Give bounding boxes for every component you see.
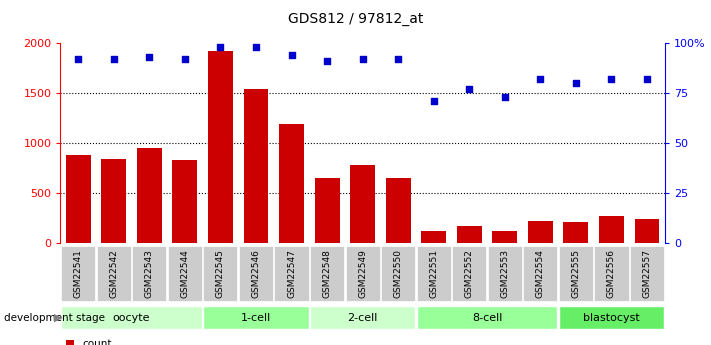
Text: ▶: ▶ [54,313,63,323]
Point [73,56,84,62]
Text: GSM22554: GSM22554 [536,249,545,298]
Point [179,56,191,62]
Bar [564,222,589,243]
Point [641,76,653,82]
Bar [61,246,95,301]
Point [499,95,510,100]
Text: GSM22548: GSM22548 [323,249,331,298]
Bar [351,165,375,243]
Point [464,86,475,92]
Text: oocyte: oocyte [113,313,150,323]
Bar [132,246,166,301]
Legend: count, percentile rank within the sample: count, percentile rank within the sample [65,339,258,345]
Bar [457,226,482,243]
Text: GSM22546: GSM22546 [252,249,260,298]
Bar [279,124,304,243]
Bar [386,178,411,243]
Bar [417,306,557,329]
Bar [310,306,415,329]
Bar [417,246,451,301]
Bar [66,155,91,243]
Point [535,76,546,82]
Bar [102,159,127,243]
Bar [137,148,162,243]
Bar [346,246,380,301]
Bar [630,246,664,301]
Bar [559,246,593,301]
Text: 8-cell: 8-cell [472,313,502,323]
Text: GSM22544: GSM22544 [181,249,189,298]
Point [570,80,582,86]
Text: 1-cell: 1-cell [241,313,271,323]
Bar [488,246,522,301]
Bar [381,246,415,301]
Point [357,56,368,62]
Text: GSM22541: GSM22541 [74,249,82,298]
Bar [208,51,233,243]
Bar [203,306,309,329]
Text: GSM22543: GSM22543 [145,249,154,298]
Bar [97,246,131,301]
Point [321,58,333,64]
Point [108,56,119,62]
Bar [274,246,309,301]
Bar [523,246,557,301]
Text: GSM22545: GSM22545 [216,249,225,298]
Bar [239,246,273,301]
Point [250,45,262,50]
Text: GSM22555: GSM22555 [572,249,580,298]
Point [428,98,439,104]
Text: GSM22547: GSM22547 [287,249,296,298]
Bar [452,246,486,301]
Text: GSM22553: GSM22553 [501,249,509,298]
Text: blastocyst: blastocyst [583,313,640,323]
Point [606,76,617,82]
Text: 2-cell: 2-cell [348,313,378,323]
Text: GSM22549: GSM22549 [358,249,367,298]
Bar [421,231,447,243]
Text: GSM22551: GSM22551 [429,249,438,298]
Bar [61,306,202,329]
Bar [310,246,344,301]
Text: GSM22552: GSM22552 [465,249,474,298]
Bar [315,178,340,243]
Point [215,45,226,50]
Text: GSM22550: GSM22550 [394,249,402,298]
Bar [244,89,269,243]
Bar [559,306,664,329]
Bar [635,219,660,243]
Point [144,55,155,60]
Text: GSM22542: GSM22542 [109,249,118,298]
Bar [493,231,518,243]
Bar [203,246,237,301]
Text: GSM22556: GSM22556 [607,249,616,298]
Bar [528,221,553,243]
Text: GSM22557: GSM22557 [643,249,651,298]
Text: development stage: development stage [4,313,105,323]
Point [392,56,404,62]
Bar [173,160,198,243]
Bar [168,246,202,301]
Bar [599,216,624,243]
Text: GDS812 / 97812_at: GDS812 / 97812_at [288,12,423,26]
Bar [594,246,629,301]
Point [286,52,297,58]
